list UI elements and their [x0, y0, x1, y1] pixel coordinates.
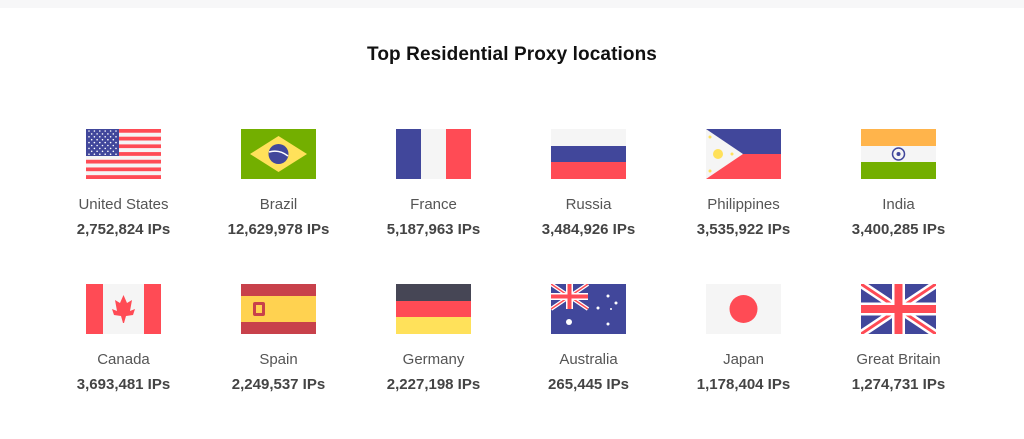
location-ip-count: 1,178,404 IPs [696, 376, 791, 393]
location-ip-count: 3,693,481 IPs [76, 376, 171, 393]
location-russia: Russia 3,484,926 IPs [511, 129, 666, 284]
flag-france-icon [396, 129, 471, 179]
location-ip-count: 3,484,926 IPs [541, 221, 636, 238]
top-bar [0, 0, 1024, 8]
location-name: Russia [565, 196, 612, 213]
location-ip-count: 3,400,285 IPs [851, 221, 946, 238]
location-japan: Japan 1,178,404 IPs [666, 284, 821, 439]
location-name: Australia [559, 351, 618, 368]
flag-germany-icon [396, 284, 471, 334]
location-ip-count: 1,274,731 IPs [851, 376, 946, 393]
location-name: France [410, 196, 457, 213]
flag-russia-icon [551, 129, 626, 179]
location-ip-count: 3,535,922 IPs [696, 221, 791, 238]
flag-india-icon [861, 129, 936, 179]
location-philippines: Philippines 3,535,922 IPs [666, 129, 821, 284]
flag-philippines-icon [706, 129, 781, 179]
location-name: Great Britain [856, 351, 941, 368]
location-germany: Germany 2,227,198 IPs [356, 284, 511, 439]
location-ip-count: 2,249,537 IPs [231, 376, 326, 393]
flag-brazil-icon [241, 129, 316, 179]
location-australia: Australia 265,445 IPs [511, 284, 666, 439]
flag-great-britain-icon [861, 284, 936, 334]
location-name: United States [78, 196, 169, 213]
location-name: Philippines [707, 196, 780, 213]
flag-japan-icon [706, 284, 781, 334]
location-ip-count: 5,187,963 IPs [386, 221, 481, 238]
location-name: India [882, 196, 915, 213]
location-ip-count: 12,629,978 IPs [227, 221, 330, 238]
section-title: Top Residential Proxy locations [367, 44, 657, 65]
flag-united-states-icon [86, 129, 161, 179]
location-ip-count: 2,227,198 IPs [386, 376, 481, 393]
location-name: Spain [259, 351, 298, 368]
locations-grid: United States 2,752,824 IPs Brazil 12,62… [46, 129, 976, 439]
flag-canada-icon [86, 284, 161, 334]
location-name: Canada [97, 351, 150, 368]
location-brazil: Brazil 12,629,978 IPs [201, 129, 356, 284]
flag-australia-icon [551, 284, 626, 334]
location-france: France 5,187,963 IPs [356, 129, 511, 284]
location-spain: Spain 2,249,537 IPs [201, 284, 356, 439]
flag-spain-icon [241, 284, 316, 334]
location-canada: Canada 3,693,481 IPs [46, 284, 201, 439]
location-name: Brazil [259, 196, 298, 213]
location-ip-count: 2,752,824 IPs [76, 221, 171, 238]
location-great-britain: Great Britain 1,274,731 IPs [821, 284, 976, 439]
location-united-states: United States 2,752,824 IPs [46, 129, 201, 284]
location-name: Germany [402, 351, 465, 368]
location-india: India 3,400,285 IPs [821, 129, 976, 284]
location-ip-count: 265,445 IPs [548, 376, 629, 393]
location-name: Japan [723, 351, 764, 368]
